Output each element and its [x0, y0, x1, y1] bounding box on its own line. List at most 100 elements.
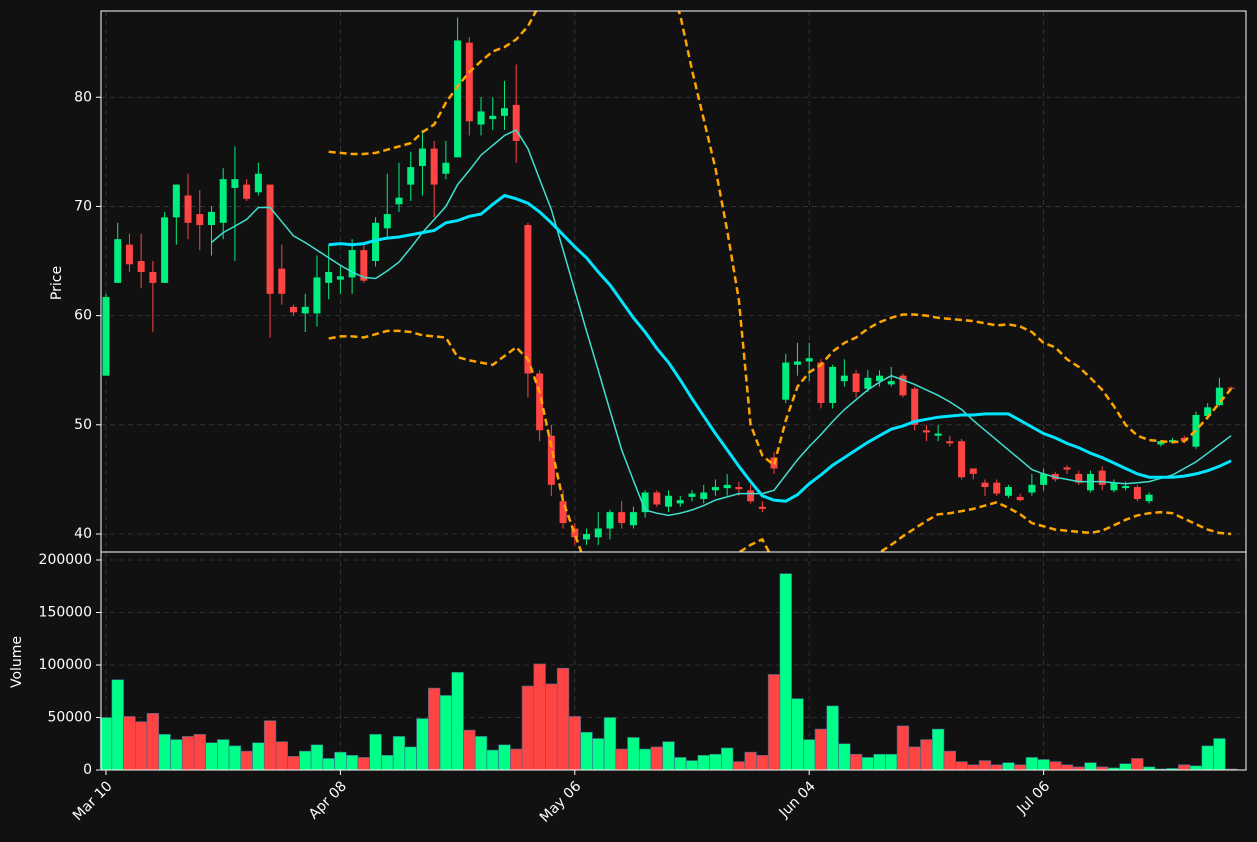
candle-body [325, 271, 333, 283]
volume-bar [627, 737, 640, 771]
candle-body [864, 377, 872, 389]
candle-body [735, 487, 743, 490]
candle-body [1133, 487, 1141, 500]
volume-bar [674, 757, 687, 771]
candle-body [840, 375, 848, 382]
y-tick-label: 100000 [39, 657, 92, 673]
y-axis-label: Price [49, 266, 65, 300]
candle-body [290, 306, 298, 313]
volume-bar [263, 720, 277, 771]
volume-bar [580, 731, 593, 771]
volume-bar [1119, 763, 1132, 771]
y-tick-label: 80 [74, 89, 92, 105]
volume-bar [592, 738, 605, 771]
candle-body [618, 512, 626, 524]
candle-body [676, 500, 684, 504]
volume-bar [498, 744, 511, 771]
candle-body [196, 214, 204, 225]
candle-body [395, 197, 403, 205]
candle-body [1110, 482, 1118, 491]
y-tick-label: 60 [74, 308, 92, 324]
candle-body [747, 490, 755, 502]
candle-body [360, 250, 368, 281]
candle-body [442, 162, 450, 174]
candle-body [336, 276, 344, 280]
candle-body [711, 487, 719, 491]
candle-body [172, 184, 180, 218]
candle-body [125, 244, 133, 265]
volume-bar [404, 746, 417, 771]
candle-body [465, 42, 473, 122]
volume-bar [533, 663, 546, 771]
volume-bar [381, 754, 394, 771]
volume-bar [1002, 762, 1015, 771]
candle-body [489, 115, 497, 120]
candle-body [934, 433, 942, 436]
volume-bar [861, 757, 874, 771]
volume-bar [931, 728, 945, 771]
candle-body [102, 297, 110, 376]
indicator-line [328, 11, 1233, 468]
candle-body [852, 373, 860, 393]
candle-body [348, 250, 356, 278]
y-tick-label: 70 [74, 198, 92, 214]
volume-bar [158, 733, 171, 771]
candle-body [1215, 387, 1223, 406]
volume-bar [275, 741, 288, 771]
candle-body [723, 484, 731, 489]
candle-body [969, 468, 977, 474]
volume-bar [439, 695, 453, 771]
volume-bar [170, 739, 183, 771]
volume-bar [463, 729, 476, 771]
candle-body [665, 495, 673, 507]
y-tick-label: 200000 [39, 552, 92, 568]
volume-bar [697, 754, 710, 771]
indicator-line [328, 193, 1232, 503]
volume-bar [228, 745, 242, 771]
candle-body [266, 184, 274, 294]
volume-bar [709, 753, 722, 771]
volume-bar [474, 736, 488, 771]
candle-body [594, 528, 602, 538]
volume-bar [955, 761, 968, 771]
candle-body [1016, 496, 1024, 501]
volume-bar [181, 736, 195, 771]
candle-body [477, 111, 485, 125]
candle-body [1145, 494, 1153, 502]
volume-bar [510, 748, 523, 771]
candle-body [641, 492, 649, 513]
volume-bar [1049, 761, 1062, 771]
candle-body [559, 501, 567, 524]
volume-bar [135, 721, 148, 771]
volume-bar [240, 750, 253, 771]
candle-body [383, 214, 391, 229]
candle-body [946, 441, 954, 444]
volume-bar [357, 757, 371, 771]
volume-bar [873, 753, 886, 771]
candle-body [149, 271, 157, 283]
candle-body [758, 506, 766, 509]
volume-bar [345, 754, 359, 771]
volume-bar [826, 705, 839, 771]
volume-bar [427, 687, 441, 771]
volume-bar [1060, 764, 1074, 771]
candle-body [629, 512, 637, 526]
volume-bar [416, 718, 429, 771]
volume-bar [685, 760, 699, 771]
candle-body [524, 224, 532, 374]
candle-body [1227, 387, 1235, 389]
volume-bar [756, 754, 769, 771]
volume-bar [322, 758, 335, 771]
candle-body [243, 184, 251, 199]
candle-body [922, 430, 930, 433]
candle-body [1075, 473, 1083, 483]
candle-body [454, 40, 462, 158]
volume-bar [720, 747, 734, 771]
volume-bar [1213, 738, 1226, 771]
candle-body [887, 381, 895, 385]
volume-bar [1037, 759, 1050, 771]
volume-bar [334, 751, 347, 771]
volume-bar [1178, 764, 1191, 771]
volume-bar [299, 750, 312, 771]
